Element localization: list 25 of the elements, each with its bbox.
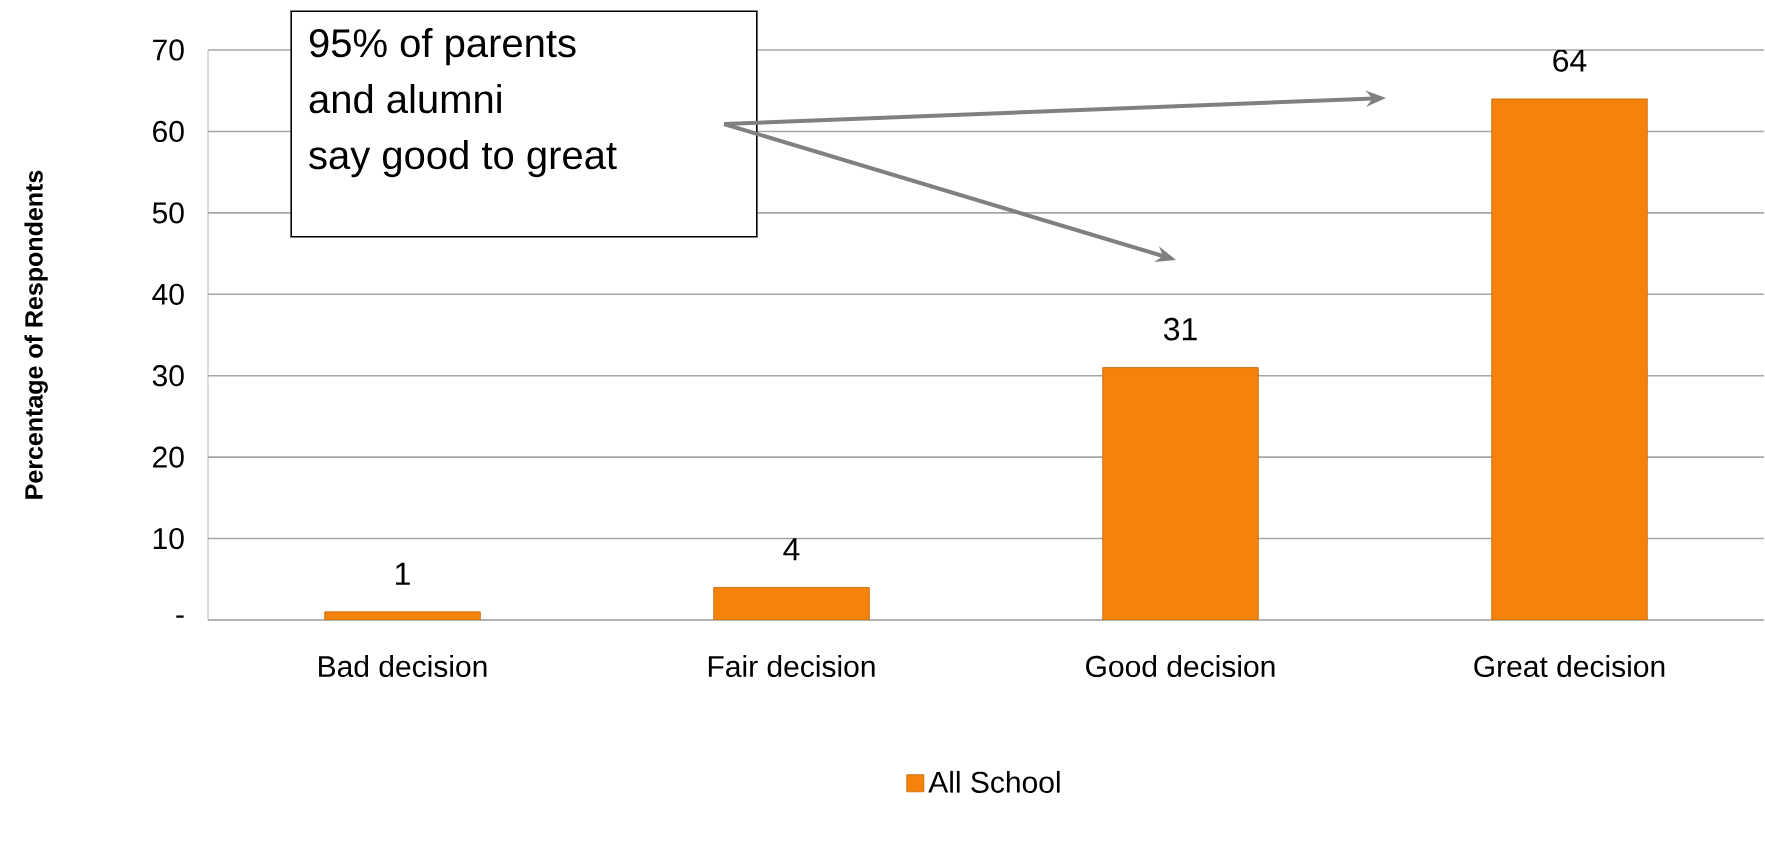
y-tick-label: 30 <box>152 365 184 387</box>
y-tick-label: 20 <box>153 446 184 468</box>
data-label: 1 <box>396 562 410 585</box>
bar <box>713 587 870 620</box>
x-tick-label: Good decision <box>1086 655 1275 678</box>
y-tick-label: - <box>176 615 184 618</box>
y-tick-label: 40 <box>152 283 184 305</box>
bar <box>1491 98 1648 620</box>
data-label: 64 <box>1553 49 1587 72</box>
y-tick-label: 70 <box>153 39 184 61</box>
x-tick-label: Fair decision <box>708 655 875 678</box>
y-tick-label: 60 <box>153 120 184 143</box>
x-tick-label: Great decision <box>1474 655 1665 678</box>
data-label: 4 <box>783 538 800 561</box>
y-axis-title: Percentage of Respondents <box>24 170 48 499</box>
y-tick-label: 10 <box>153 527 184 550</box>
bar <box>1102 367 1259 620</box>
data-label: 31 <box>1163 317 1197 341</box>
y-tick-label: 50 <box>152 202 184 224</box>
bar <box>324 611 481 620</box>
annotation: 95% of parents <box>309 27 576 66</box>
annotation: say good to great <box>309 139 617 178</box>
x-tick-label: Bad decision <box>319 655 487 678</box>
legend-label: All School <box>928 770 1060 793</box>
annotation: and alumni <box>309 83 501 114</box>
